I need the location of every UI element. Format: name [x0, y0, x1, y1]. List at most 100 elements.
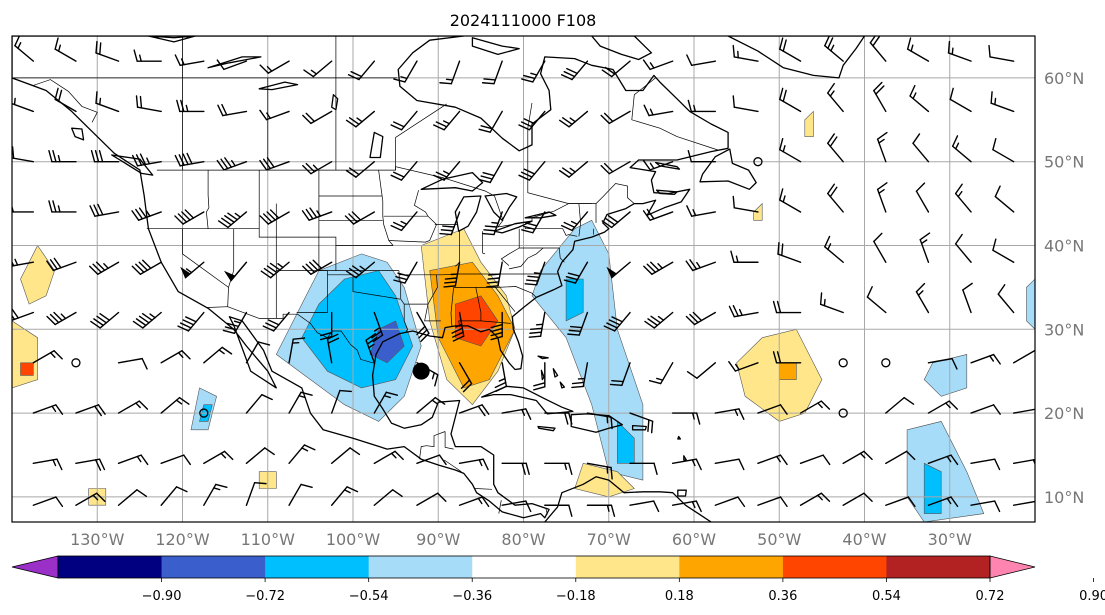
wind-barb — [117, 454, 149, 466]
wind-barb — [90, 311, 120, 329]
wind-barb — [345, 160, 376, 178]
wind-barb — [909, 84, 930, 113]
wind-barb — [174, 209, 205, 225]
wind-barb — [927, 400, 959, 414]
political-border — [524, 226, 578, 237]
wind-barb — [481, 211, 503, 236]
coastline-anticosti — [654, 161, 681, 170]
colorbar-extend-high — [989, 555, 1036, 579]
wind-barb — [135, 95, 162, 113]
wind-barb — [373, 489, 403, 506]
lon-label: 40°W — [842, 530, 886, 549]
wind-barb — [601, 60, 631, 78]
wind-barb — [416, 454, 447, 466]
wind-barb — [302, 110, 333, 125]
wind-barb — [609, 362, 631, 387]
wind-barb — [390, 160, 418, 181]
political-border — [398, 270, 408, 332]
wind-barb — [390, 211, 418, 232]
wind-barb — [54, 87, 77, 113]
longitude-labels: 130°W 120°W 110°W 100°W 90°W 80°W 70°W 60°W 50°W… — [70, 530, 972, 549]
wind-barb — [906, 37, 930, 62]
wind-barb — [132, 311, 162, 329]
coastline-haida-gwaii — [71, 127, 85, 141]
wind-barb — [994, 185, 1015, 213]
colorbar-label: −0.72 — [245, 589, 285, 604]
wind-barb — [990, 91, 1015, 113]
wind-barb — [779, 137, 802, 163]
wind-barb — [685, 259, 717, 272]
wind-barb — [521, 60, 546, 83]
wind-barb — [48, 149, 77, 163]
political-border — [207, 306, 376, 364]
political-border — [631, 77, 719, 151]
colorbar-label: 0.18 — [665, 589, 694, 604]
wind-barb — [757, 404, 788, 415]
wind-barb — [671, 412, 701, 425]
wind-barb — [644, 311, 674, 329]
wind-barb — [478, 160, 503, 184]
shade-mid-atlantic-negative-core — [923, 462, 942, 514]
wind-barb — [160, 486, 188, 506]
wind-barb — [14, 36, 35, 62]
wind-barb — [223, 261, 248, 282]
wind-barb — [947, 40, 972, 62]
wind-barb — [730, 250, 759, 263]
political-border — [12, 77, 98, 123]
wind-barb — [757, 496, 788, 508]
wind-barb — [586, 412, 613, 430]
wind-barb — [46, 311, 77, 326]
wind-barb — [345, 110, 376, 128]
wind-barb — [560, 211, 589, 232]
coastline-baffin-south — [591, 36, 653, 61]
wind-barb — [180, 261, 205, 279]
lon-label: 110°W — [241, 530, 296, 549]
wind-barb — [330, 389, 352, 414]
colorbar-segment — [368, 556, 473, 578]
wind-barb — [992, 137, 1015, 163]
wind-barb — [685, 311, 717, 326]
colorbar-label: 0.36 — [768, 589, 797, 604]
map-title: 2024111000 F108 — [450, 11, 597, 30]
wind-barb — [544, 504, 573, 517]
wind-barb — [642, 59, 674, 71]
colorbar-label: −0.54 — [349, 589, 389, 604]
map-area[interactable] — [4, 33, 1043, 538]
wind-barb — [586, 462, 613, 480]
wind-barb — [686, 362, 717, 379]
wind-barb — [915, 282, 930, 314]
lon-label: 50°W — [757, 530, 801, 549]
colorbar-label: 0.54 — [872, 589, 901, 604]
political-border — [146, 228, 229, 307]
political-border — [444, 431, 454, 450]
wind-barb — [451, 311, 465, 342]
shade-atlantic-negative — [531, 219, 644, 481]
wind-barb — [528, 311, 546, 338]
political-border — [500, 247, 520, 266]
wind-barb — [303, 60, 333, 78]
wind-barb — [458, 404, 490, 417]
wind-barb — [838, 358, 848, 368]
political-border — [444, 459, 462, 472]
coastline-vancouver-isl — [111, 154, 154, 176]
wind-barb — [71, 358, 81, 368]
lon-label: 100°W — [326, 530, 381, 549]
wind-barb — [563, 261, 589, 284]
wind-barb — [954, 183, 972, 213]
wind-barb — [873, 81, 887, 113]
wind-barb — [687, 99, 717, 113]
wind-barb — [174, 54, 205, 67]
wind-barb — [245, 447, 275, 465]
wind-barb — [671, 458, 702, 471]
political-border — [578, 203, 581, 237]
land-greenland-south — [728, 36, 865, 78]
wind-barb — [75, 404, 106, 417]
coastline-jamaica — [537, 425, 556, 432]
wind-barb — [544, 462, 573, 476]
coastline-bahamas-3 — [552, 368, 559, 378]
lon-label: 30°W — [928, 530, 972, 549]
wind-barb — [544, 412, 573, 425]
colorbar-segment — [575, 556, 680, 578]
wind-barb — [478, 110, 503, 133]
